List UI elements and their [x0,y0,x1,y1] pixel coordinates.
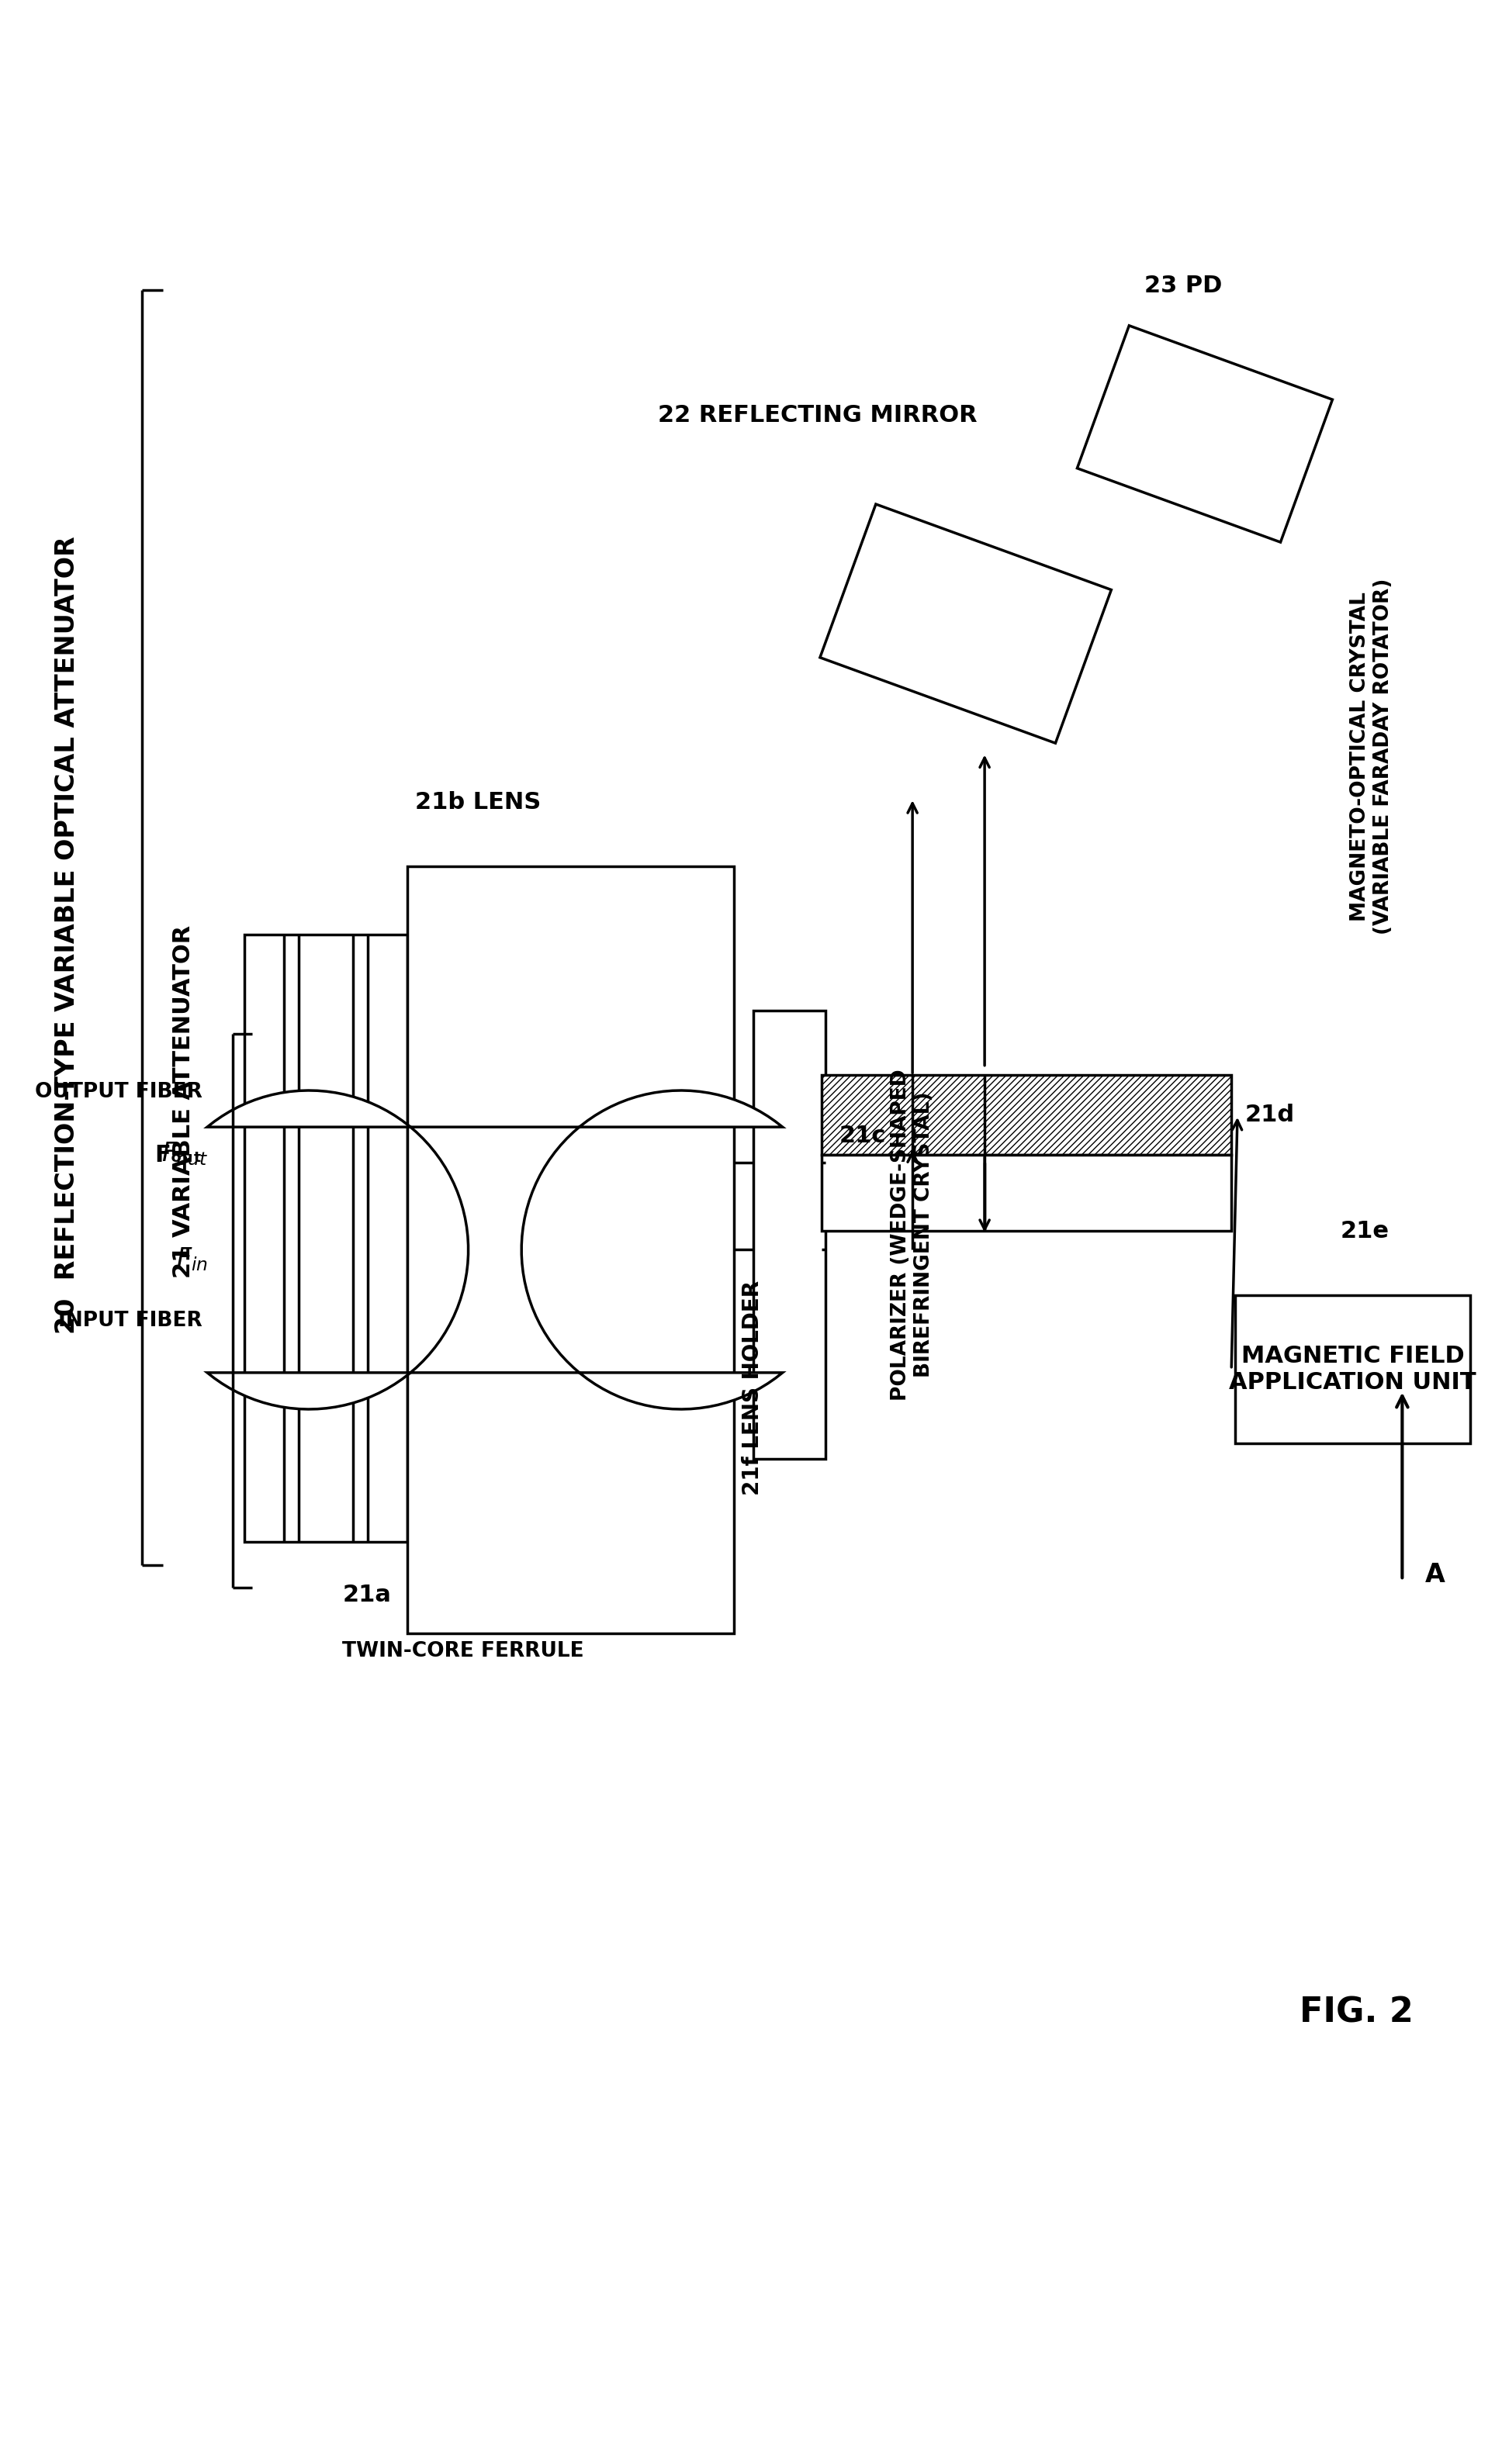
Bar [1235,1296,1470,1444]
Text: MAGNETO-OPTICAL CRYSTAL
(VARIABLE FARADAY ROTATOR): MAGNETO-OPTICAL CRYSTAL (VARIABLE FARADA… [1350,579,1394,934]
Text: 21b LENS: 21b LENS [415,791,541,813]
Text: TWIN-CORE FERRULE: TWIN-CORE FERRULE [342,1641,584,1661]
Text: 21 VARIABLE ATTENUATOR: 21 VARIABLE ATTENUATOR [173,926,195,1279]
Text: MAGNETIC FIELD
APPLICATION UNIT: MAGNETIC FIELD APPLICATION UNIT [1229,1345,1476,1395]
Text: INPUT FIBER: INPUT FIBER [59,1311,203,1331]
Text: A: A [1425,1562,1445,1587]
Text: 21e: 21e [1340,1220,1389,1242]
Text: 23 PD: 23 PD [1145,276,1223,298]
Text: $\mathit{F}_{in}$: $\mathit{F}_{in}$ [176,1244,207,1271]
Text: $\mathit{F}_{out}$: $\mathit{F}_{out}$ [161,1141,207,1168]
Bar [753,1010,825,1459]
Text: Fₒᵤₜ: Fₒᵤₜ [155,1143,203,1165]
Bar [822,1156,1232,1232]
Text: 21c: 21c [838,1126,886,1148]
Bar [407,867,734,1634]
Text: POLARIZER (WEDGE-SHAPED
BIREFRINGENT CRYSTAL): POLARIZER (WEDGE-SHAPED BIREFRINGENT CRY… [891,1069,934,1400]
Polygon shape [820,505,1111,744]
Text: OUTPUT FIBER: OUTPUT FIBER [35,1082,203,1101]
Text: 21d: 21d [1245,1104,1295,1126]
Text: FIG. 2: FIG. 2 [1299,1996,1413,2030]
Text: 21a: 21a [342,1584,391,1607]
Text: 21f LENS HOLDER: 21f LENS HOLDER [742,1281,763,1496]
Text: 20  REFLECTION-TYPE VARIABLE OPTICAL ATTENUATOR: 20 REFLECTION-TYPE VARIABLE OPTICAL ATTE… [54,535,80,1333]
Bar [245,934,407,1542]
Text: 22 REFLECTING MIRROR: 22 REFLECTING MIRROR [658,404,978,426]
Polygon shape [207,1092,783,1409]
Polygon shape [1077,325,1332,542]
Bar [822,1074,1232,1156]
